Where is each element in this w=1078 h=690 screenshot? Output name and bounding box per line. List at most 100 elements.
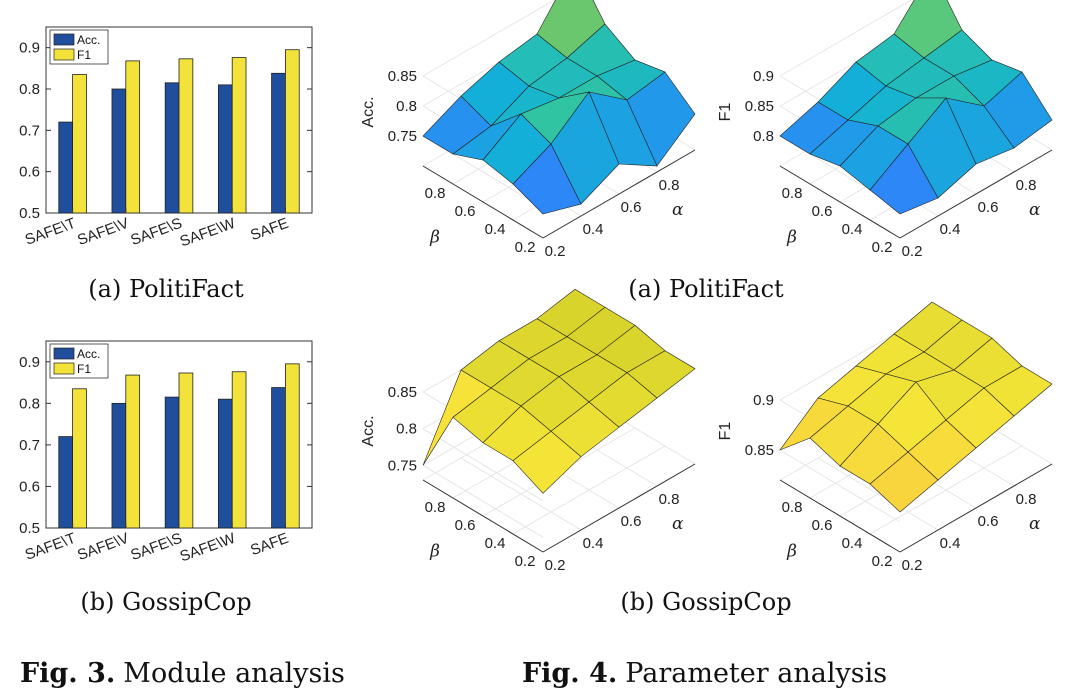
x-tick-label: SAFE\W <box>178 530 239 566</box>
y-tick-label: 0.5 <box>19 205 40 222</box>
beta-tick-label: 0.4 <box>842 535 863 552</box>
z-tick-label: 0.85 <box>745 98 774 115</box>
alpha-tick-label: 0.2 <box>902 557 923 574</box>
wall-grid-line <box>779 0 913 77</box>
beta-tick-label: 0.4 <box>485 221 506 238</box>
z-axis-label: Acc. <box>360 96 377 127</box>
fig4-panel-b-caption: (b) GossipCop <box>620 588 791 616</box>
bar-f1 <box>178 58 194 214</box>
bar-acc <box>58 436 74 529</box>
z-tick-label: 0.75 <box>388 457 417 474</box>
bar-acc <box>217 398 233 529</box>
alpha-tick-label: 0.6 <box>621 513 642 530</box>
y-tick-label: 0.8 <box>19 395 40 412</box>
x-tick-label: SAFE\S <box>128 215 184 249</box>
z-tick-label: 0.85 <box>388 68 417 85</box>
z-tick-label: 0.8 <box>396 98 417 115</box>
beta-axis-label: β <box>786 227 797 247</box>
x-tick-label: SAFE\V <box>75 215 131 249</box>
z-tick-label: 0.9 <box>753 392 774 409</box>
bar-f1 <box>231 371 247 529</box>
y-tick-label: 0.7 <box>19 122 40 139</box>
x-tick-label: SAFE\V <box>75 530 131 564</box>
z-axis-label: F1 <box>717 103 734 122</box>
bar-acc <box>217 84 233 214</box>
beta-tick-label: 0.2 <box>515 553 536 570</box>
y-tick-label: 0.6 <box>19 164 40 181</box>
beta-tick-label: 0.2 <box>515 239 536 256</box>
alpha-axis-label: α <box>672 200 684 220</box>
z-axis-label: Acc. <box>360 415 377 446</box>
bar-acc <box>111 402 127 529</box>
surface-politifact-acc: 0.2 0.4 0.6 0.8 0.2 0.4 0.6 0.8 0.75 0.8 0.85 α β Acc… <box>360 0 696 260</box>
surface-politifact-f1: 0.2 0.4 0.6 0.8 0.2 0.4 0.6 0.8 0.8 0.85 0.9 α β F1 <box>717 0 1053 260</box>
bar-f1 <box>284 363 300 529</box>
bar-f1 <box>72 74 87 214</box>
bar-f1 <box>125 60 141 214</box>
beta-axis <box>422 165 544 239</box>
legend-swatch <box>53 48 75 61</box>
beta-tick-label: 0.8 <box>782 499 803 516</box>
bar-f1 <box>72 388 87 529</box>
alpha-axis <box>542 149 696 239</box>
y-tick-label: 0.6 <box>19 478 40 495</box>
y-tick-label: 0.8 <box>19 81 40 98</box>
fig4-panel-a-caption: (a) PolitiFact <box>628 275 784 303</box>
beta-tick-label: 0.4 <box>485 535 506 552</box>
alpha-tick-label: 0.8 <box>1016 491 1037 508</box>
alpha-axis-label: α <box>1029 514 1041 534</box>
surface-cell <box>512 143 582 215</box>
alpha-tick-label: 0.4 <box>583 221 604 238</box>
beta-tick-label: 0.6 <box>455 203 476 220</box>
beta-axis <box>422 479 544 553</box>
alpha-tick-label: 0.2 <box>902 243 923 260</box>
alpha-axis <box>542 463 696 553</box>
beta-tick-label: 0.6 <box>812 203 833 220</box>
wall-grid-line <box>779 449 901 523</box>
beta-tick-label: 0.4 <box>842 221 863 238</box>
surface-gossipcop-f1: 0.2 0.4 0.6 0.8 0.2 0.4 0.6 0.8 0.85 0.9 α β F1 <box>717 301 1053 574</box>
bar-f1 <box>178 372 194 529</box>
y-tick-label: 0.9 <box>19 354 40 371</box>
surface-cell <box>512 430 582 494</box>
legend-label: Acc. <box>77 33 100 47</box>
y-tick-label: 0.9 <box>19 40 40 57</box>
wall-grid-line <box>422 0 556 77</box>
legend-label: Acc. <box>77 347 100 361</box>
fig3-panel-a-caption: (a) PolitiFact <box>88 275 244 303</box>
legend-label: F1 <box>77 48 91 62</box>
fig4-caption-text: Parameter analysis <box>625 658 887 689</box>
alpha-tick-label: 0.4 <box>940 221 961 238</box>
fig3-panel-b-caption: (b) GossipCop <box>80 588 251 616</box>
z-tick-label: 0.75 <box>388 128 417 145</box>
beta-tick-label: 0.8 <box>425 185 446 202</box>
beta-tick-label: 0.2 <box>872 239 893 256</box>
beta-axis-label: β <box>429 541 440 561</box>
alpha-tick-label: 0.8 <box>1016 177 1037 194</box>
bar-acc <box>58 121 74 214</box>
surface-cell <box>869 143 939 215</box>
legend-swatch <box>53 362 75 375</box>
bar-acc <box>164 396 180 529</box>
beta-tick-label: 0.2 <box>872 553 893 570</box>
alpha-tick-label: 0.4 <box>940 535 961 552</box>
z-tick-label: 0.9 <box>753 68 774 85</box>
bar-acc <box>271 387 286 529</box>
beta-tick-label: 0.8 <box>782 185 803 202</box>
alpha-axis-label: α <box>672 514 684 534</box>
x-tick-label: SAFE\W <box>178 215 239 251</box>
alpha-tick-label: 0.6 <box>978 199 999 216</box>
alpha-tick-label: 0.6 <box>978 513 999 530</box>
beta-tick-label: 0.6 <box>455 517 476 534</box>
x-tick-label: SAFE\S <box>128 530 184 564</box>
bar-acc <box>164 82 180 214</box>
bar-f1 <box>231 57 247 214</box>
beta-axis-label: β <box>429 227 440 247</box>
alpha-axis <box>899 463 1053 553</box>
surface-gossipcop-acc: 0.2 0.4 0.6 0.8 0.2 0.4 0.6 0.8 0.75 0.8 0.85 α β Acc… <box>360 288 696 574</box>
fig3-caption: Fig. 3. Module analysis <box>20 658 345 689</box>
fig4-label: Fig. 4. <box>522 658 617 689</box>
z-tick-label: 0.8 <box>753 128 774 145</box>
